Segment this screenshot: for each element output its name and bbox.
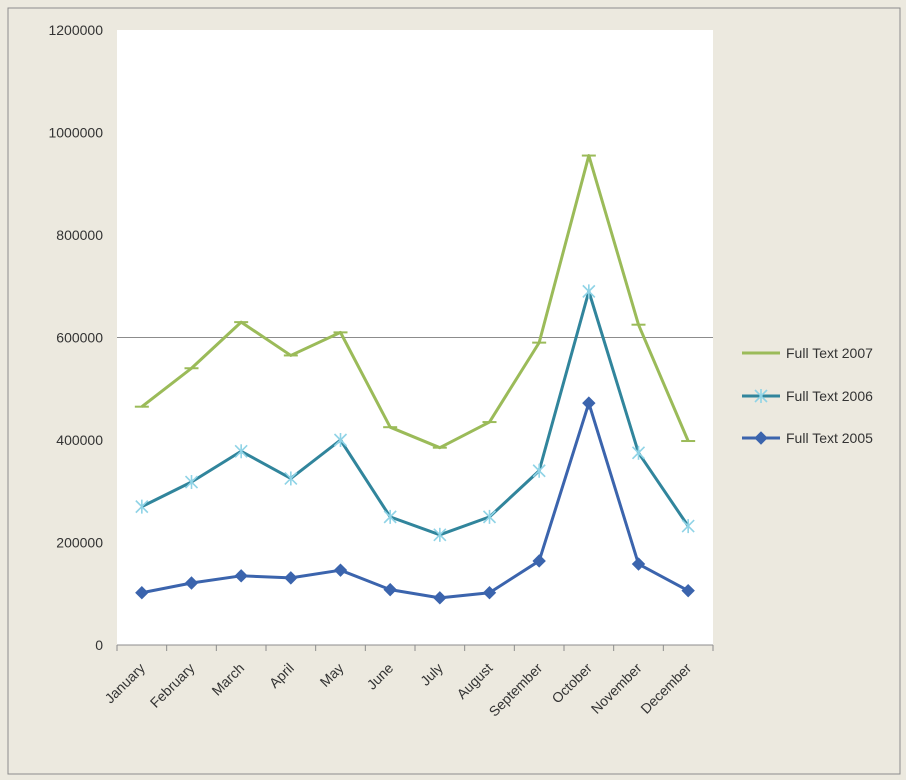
data-point bbox=[631, 445, 646, 460]
data-point bbox=[482, 509, 497, 524]
data-point bbox=[433, 527, 447, 542]
data-point bbox=[383, 509, 397, 524]
series-line bbox=[140, 154, 690, 450]
series-line bbox=[141, 289, 690, 537]
data-point bbox=[681, 519, 695, 534]
data-point bbox=[234, 569, 248, 583]
data-point bbox=[433, 591, 447, 605]
legend-label: Full Text 2005 bbox=[786, 430, 873, 446]
data-point bbox=[532, 463, 546, 478]
y-tick-label: 600000 bbox=[56, 330, 103, 346]
data-point bbox=[482, 586, 497, 600]
legend-label: Full Text 2007 bbox=[786, 345, 873, 361]
data-point bbox=[135, 499, 149, 514]
legend-label: Full Text 2006 bbox=[786, 388, 873, 404]
data-point bbox=[135, 586, 149, 600]
data-point bbox=[284, 471, 298, 486]
data-point bbox=[532, 554, 546, 568]
data-point bbox=[333, 563, 348, 577]
series-1 bbox=[134, 154, 696, 450]
legend-entry: Full Text 2006 bbox=[742, 388, 873, 404]
legend-entry: Full Text 2005 bbox=[742, 430, 873, 446]
series-3 bbox=[135, 396, 695, 605]
data-point bbox=[184, 576, 199, 590]
data-point bbox=[284, 571, 298, 585]
data-point bbox=[234, 444, 248, 459]
y-tick-label: 1200000 bbox=[48, 22, 103, 38]
legend-entry: Full Text 2007 bbox=[742, 345, 873, 361]
y-tick-label: 800000 bbox=[56, 227, 103, 243]
y-tick-label: 200000 bbox=[56, 535, 103, 551]
series-2 bbox=[135, 284, 695, 542]
y-tick-label: 1000000 bbox=[48, 125, 103, 141]
series-line bbox=[141, 401, 689, 600]
data-point bbox=[681, 583, 695, 598]
data-point bbox=[631, 557, 646, 571]
legend-marker bbox=[754, 431, 768, 445]
data-point bbox=[333, 433, 348, 447]
data-point bbox=[582, 284, 596, 299]
legend-marker bbox=[754, 389, 768, 403]
data-point bbox=[184, 475, 199, 490]
data-point bbox=[383, 582, 397, 597]
y-tick-label: 400000 bbox=[56, 432, 103, 448]
data-point bbox=[582, 396, 596, 410]
y-tick-label: 0 bbox=[95, 637, 103, 653]
